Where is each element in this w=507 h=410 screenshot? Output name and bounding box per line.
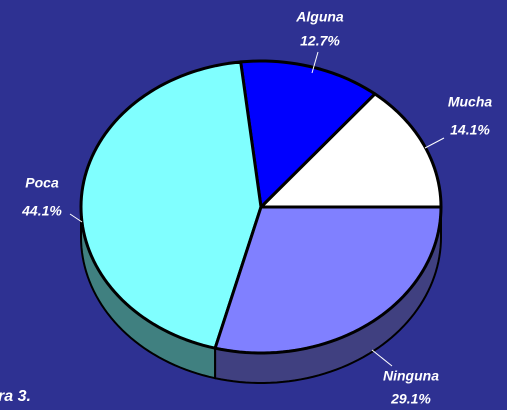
slice-label: Poca [25,175,59,191]
slice [259,92,443,209]
slice-label: Alguna [295,9,344,25]
slice-value-label: 12.7% [300,33,340,49]
slice-value-label: 29.1% [390,391,431,407]
slice [79,60,263,350]
slice-label: Mucha [448,94,493,110]
slice-label: Ninguna [383,368,439,384]
leader-line [311,51,319,74]
leader-line [371,349,393,367]
slice [239,59,377,209]
figure-caption: ra 3. [0,388,31,405]
leader-line [424,137,445,149]
slice [213,205,443,355]
leader-line [69,213,83,223]
slice-value-label: 44.1% [21,203,62,219]
slice-value-label: 14.1% [450,122,490,138]
